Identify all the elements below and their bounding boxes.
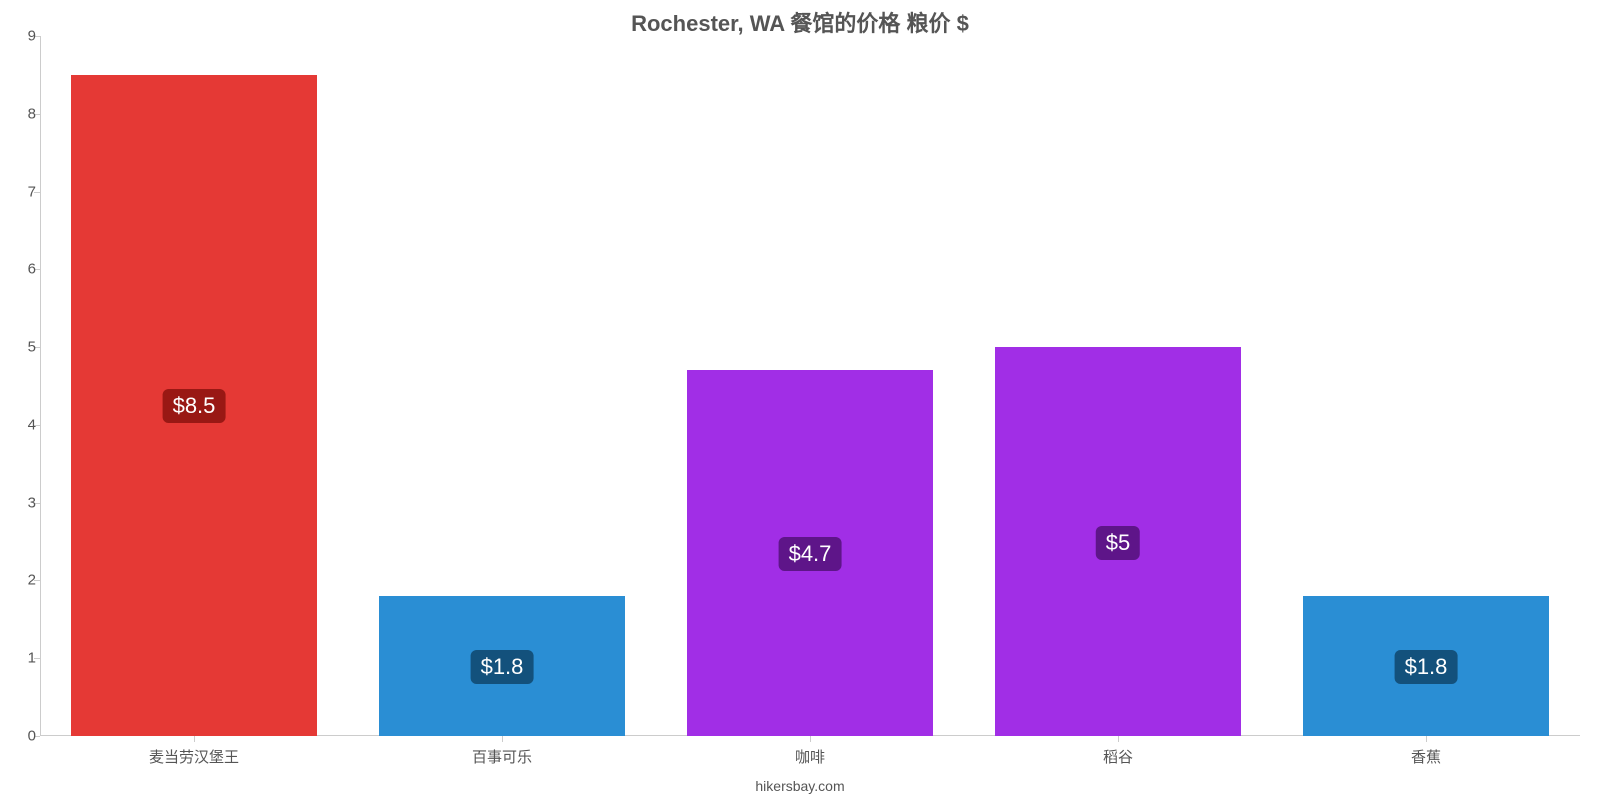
chart-title: Rochester, WA 餐馆的价格 粮价 $ xyxy=(0,6,1600,38)
ytick-label: 8 xyxy=(10,105,36,122)
x-axis-label: 香蕉 xyxy=(1411,746,1441,767)
ytick-label: 4 xyxy=(10,416,36,433)
xtick-mark xyxy=(1118,736,1119,742)
ytick-label: 7 xyxy=(10,183,36,200)
x-axis-label: 稻谷 xyxy=(1103,746,1133,767)
ytick-label: 2 xyxy=(10,572,36,589)
value-badge: $1.8 xyxy=(471,650,534,684)
value-badge: $1.8 xyxy=(1395,650,1458,684)
y-axis-line xyxy=(40,36,41,736)
xtick-mark xyxy=(1426,736,1427,742)
ytick-label: 0 xyxy=(10,728,36,745)
xtick-mark xyxy=(502,736,503,742)
value-badge: $8.5 xyxy=(163,389,226,423)
x-axis-label: 麦当劳汉堡王 xyxy=(149,746,239,767)
x-axis-label: 百事可乐 xyxy=(472,746,532,767)
chart-stage: Rochester, WA 餐馆的价格 粮价 $ 0123456789麦当劳汉堡… xyxy=(0,0,1600,800)
ytick-label: 1 xyxy=(10,650,36,667)
xtick-mark xyxy=(194,736,195,742)
value-badge: $4.7 xyxy=(779,537,842,571)
ytick-label: 6 xyxy=(10,261,36,278)
xtick-mark xyxy=(810,736,811,742)
ytick-label: 3 xyxy=(10,494,36,511)
x-axis-label: 咖啡 xyxy=(795,746,825,767)
chart-footer: hikersbay.com xyxy=(0,778,1600,794)
ytick-label: 5 xyxy=(10,339,36,356)
value-badge: $5 xyxy=(1096,526,1140,560)
plot-area: 0123456789麦当劳汉堡王$8.5百事可乐$1.8咖啡$4.7稻谷$5香蕉… xyxy=(40,36,1580,736)
ytick-label: 9 xyxy=(10,28,36,45)
